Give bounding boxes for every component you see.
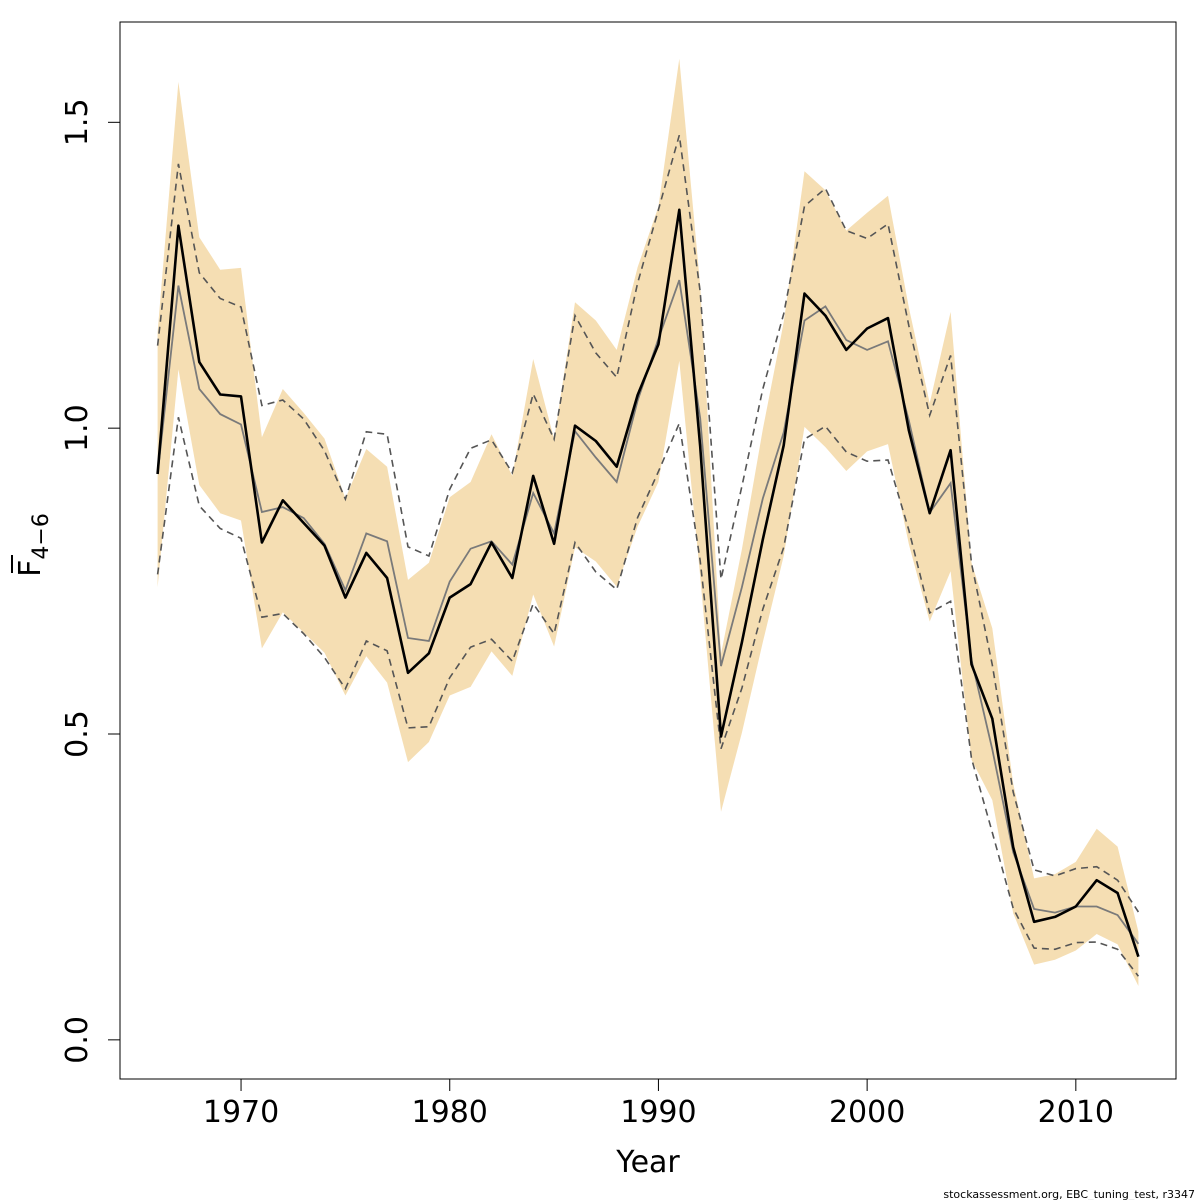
y-axis-title-main: F xyxy=(13,560,48,577)
series-line-layer xyxy=(156,134,1140,977)
x-tick-label: 2000 xyxy=(829,1095,905,1130)
y-axis-title-text: F4−6 xyxy=(13,513,54,577)
confidence-band xyxy=(157,58,1139,986)
x-axis: 1970 1980 1990 2000 2010 xyxy=(203,1078,1114,1130)
x-tick-label: 1980 xyxy=(412,1095,488,1130)
y-axis-title: F4−6 xyxy=(11,513,54,577)
x-tick-label: 2010 xyxy=(1038,1095,1114,1130)
y-axis-title-subscript: 4−6 xyxy=(29,513,54,559)
x-axis-title: Year xyxy=(615,1145,680,1180)
x-tick-label: 1990 xyxy=(620,1095,696,1130)
y-axis: 0.0 0.5 1.0 1.5 xyxy=(60,98,121,1064)
x-tick-label: 1970 xyxy=(203,1095,279,1130)
y-tick-label: 1.5 xyxy=(60,98,95,146)
credit-text: stockassessment.org, EBC_tuning_test, r3… xyxy=(943,1188,1195,1200)
confidence-band-layer xyxy=(157,58,1139,986)
y-tick-label: 1.0 xyxy=(60,404,95,452)
y-tick-label: 0.5 xyxy=(60,710,95,758)
estimate-line xyxy=(156,208,1140,958)
y-tick-label: 0.0 xyxy=(60,1016,95,1064)
comparison-upper-ci-line xyxy=(156,134,1140,913)
comparison-lower-ci-line xyxy=(156,417,1140,977)
